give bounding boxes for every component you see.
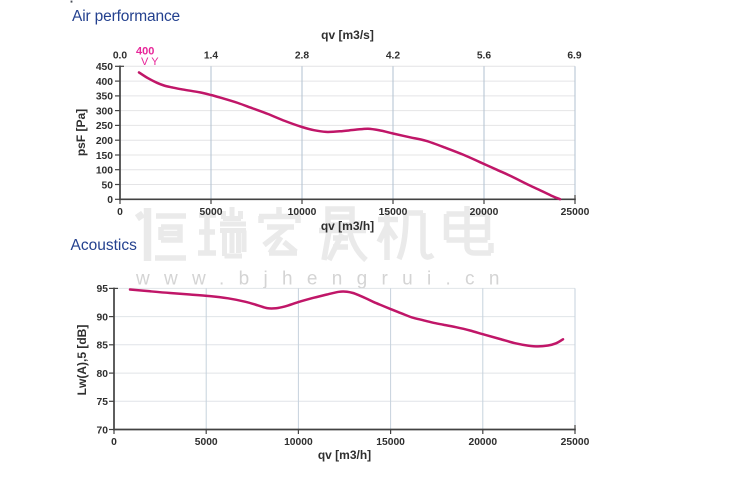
svg-text:200: 200 [96,136,113,147]
svg-text:Lw(A),5 [dB]: Lw(A),5 [dB] [75,325,89,396]
svg-text:90: 90 [97,312,109,323]
svg-text:Air performance: Air performance [72,8,180,25]
svg-text:6.9: 6.9 [567,51,582,62]
svg-text:0: 0 [107,195,113,206]
svg-text:5.6: 5.6 [477,51,492,62]
svg-text:20000: 20000 [470,207,499,218]
svg-text:400: 400 [136,45,154,57]
svg-text:Acoustics: Acoustics [71,237,138,254]
svg-text:250: 250 [96,121,113,132]
svg-text:15000: 15000 [376,437,405,448]
svg-text:10000: 10000 [288,207,317,218]
svg-text:qv [m3/h]: qv [m3/h] [321,219,374,233]
svg-text:10000: 10000 [284,437,313,448]
svg-text:5000: 5000 [195,437,218,448]
svg-text:25000: 25000 [561,207,590,218]
svg-text:70: 70 [97,425,109,436]
svg-text:80: 80 [97,369,109,380]
svg-text:0.0: 0.0 [113,51,128,62]
svg-text:95: 95 [97,284,109,295]
svg-text:2.8: 2.8 [295,51,310,62]
svg-text:psF [Pa]: psF [Pa] [74,109,88,156]
svg-text:15000: 15000 [379,207,408,218]
svg-text:4.2: 4.2 [386,51,401,62]
svg-text:5000: 5000 [200,207,223,218]
svg-text:300: 300 [96,106,113,117]
svg-text:75: 75 [97,397,109,408]
svg-text:www.bjhengrui.cn: www.bjhengrui.cn [135,269,514,290]
svg-text:450: 450 [96,62,113,73]
svg-text:25000: 25000 [561,437,590,448]
svg-text:qv [m3/h]: qv [m3/h] [318,448,371,462]
svg-text:V Y: V Y [141,56,159,68]
svg-text:20000: 20000 [468,437,497,448]
svg-text:400: 400 [96,77,113,88]
svg-text:1.4: 1.4 [204,51,219,62]
svg-text:0: 0 [111,437,117,448]
svg-text:150: 150 [96,151,113,162]
svg-text:qv [m3/s]: qv [m3/s] [321,28,374,42]
svg-text:0: 0 [117,207,123,218]
svg-text:100: 100 [96,166,113,177]
svg-text:50: 50 [102,180,114,191]
svg-text:350: 350 [96,92,113,103]
svg-text:85: 85 [97,341,109,352]
